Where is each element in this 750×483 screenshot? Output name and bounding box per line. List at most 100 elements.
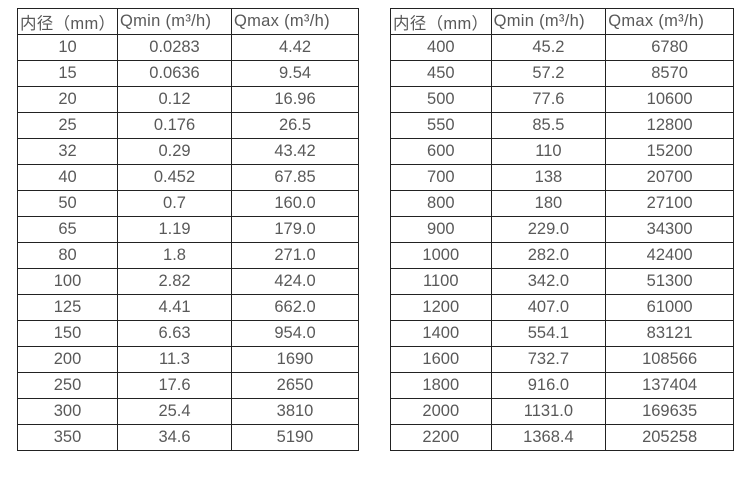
table-cell: 600 <box>390 138 492 165</box>
table-cell: 108566 <box>605 346 734 373</box>
table-cell: 554.1 <box>490 320 607 347</box>
table-cell: 4.42 <box>231 34 359 61</box>
table-cell: 2650 <box>231 372 359 399</box>
table-cell: 138 <box>490 164 607 191</box>
table-cell: 25.4 <box>117 398 232 425</box>
table-cell: 1690 <box>231 346 359 373</box>
table-row: 1600 732.7 108566 <box>390 346 734 373</box>
table-cell: 1368.4 <box>490 424 607 451</box>
table-cell: 11.3 <box>117 346 232 373</box>
table-cell: 300 <box>17 398 118 425</box>
table-cell: 800 <box>390 190 492 217</box>
table-cell: 57.2 <box>490 60 607 87</box>
table-cell: 180 <box>490 190 607 217</box>
table-row: 900 229.0 34300 <box>390 216 734 243</box>
table-row: 40 0.452 67.85 <box>17 164 359 191</box>
table-cell: 250 <box>17 372 118 399</box>
header-row: 内径（mm） Qmin (m³/h) Qmax (m³/h) <box>390 8 734 35</box>
table-row: 400 45.2 6780 <box>390 34 734 61</box>
table-row: 1800 916.0 137404 <box>390 372 734 399</box>
table-row: 1200 407.0 61000 <box>390 294 734 321</box>
table-row: 32 0.29 43.42 <box>17 138 359 165</box>
table-cell: 25 <box>17 112 118 139</box>
table-header: 内径（mm） Qmin (m³/h) Qmax (m³/h) <box>390 8 734 35</box>
table-cell: 400 <box>390 34 492 61</box>
column-header: Qmax (m³/h) <box>605 8 734 35</box>
table-cell: 9.54 <box>231 60 359 87</box>
table-cell: 0.452 <box>117 164 232 191</box>
table-row: 1000 282.0 42400 <box>390 242 734 269</box>
table-cell: 4.41 <box>117 294 232 321</box>
column-header: 内径（mm） <box>390 8 492 35</box>
table-cell: 65 <box>17 216 118 243</box>
table-row: 350 34.6 5190 <box>17 424 359 451</box>
table-cell: 67.85 <box>231 164 359 191</box>
table-cell: 1.8 <box>117 242 232 269</box>
column-header: Qmin (m³/h) <box>117 8 232 35</box>
table-cell: 271.0 <box>231 242 359 269</box>
table-cell: 662.0 <box>231 294 359 321</box>
table-row: 2200 1368.4 205258 <box>390 424 734 451</box>
table-cell: 6780 <box>605 34 734 61</box>
table-cell: 282.0 <box>490 242 607 269</box>
table-cell: 6.63 <box>117 320 232 347</box>
table-row: 125 4.41 662.0 <box>17 294 359 321</box>
table-cell: 80 <box>17 242 118 269</box>
table-cell: 40 <box>17 164 118 191</box>
table-cell: 0.7 <box>117 190 232 217</box>
table-cell: 500 <box>390 86 492 113</box>
table-row: 15 0.0636 9.54 <box>17 60 359 87</box>
table-row: 80 1.8 271.0 <box>17 242 359 269</box>
table-cell: 42400 <box>605 242 734 269</box>
table-cell: 61000 <box>605 294 734 321</box>
table-row: 150 6.63 954.0 <box>17 320 359 347</box>
table-cell: 1600 <box>390 346 492 373</box>
table-cell: 342.0 <box>490 268 607 295</box>
table-header: 内径（mm） Qmin (m³/h) Qmax (m³/h) <box>17 8 359 35</box>
table-cell: 1800 <box>390 372 492 399</box>
table-cell: 45.2 <box>490 34 607 61</box>
table-cell: 0.0636 <box>117 60 232 87</box>
table-row: 10 0.0283 4.42 <box>17 34 359 61</box>
table-cell: 450 <box>390 60 492 87</box>
table-cell: 3810 <box>231 398 359 425</box>
table-cell: 12800 <box>605 112 734 139</box>
table-cell: 43.42 <box>231 138 359 165</box>
table-cell: 2000 <box>390 398 492 425</box>
table-cell: 27100 <box>605 190 734 217</box>
table-cell: 1.19 <box>117 216 232 243</box>
table-cell: 700 <box>390 164 492 191</box>
flow-spec-table-small-diameters: 内径（mm） Qmin (m³/h) Qmax (m³/h) 10 0.0283 4.4… <box>17 8 359 451</box>
table-cell: 77.6 <box>490 86 607 113</box>
table-cell: 17.6 <box>117 372 232 399</box>
table-cell: 1131.0 <box>490 398 607 425</box>
table-cell: 83121 <box>605 320 734 347</box>
table-cell: 916.0 <box>490 372 607 399</box>
table-cell: 179.0 <box>231 216 359 243</box>
table-cell: 0.0283 <box>117 34 232 61</box>
table-row: 300 25.4 3810 <box>17 398 359 425</box>
table-cell: 2200 <box>390 424 492 451</box>
table-row: 65 1.19 179.0 <box>17 216 359 243</box>
table-cell: 34300 <box>605 216 734 243</box>
table-cell: 16.96 <box>231 86 359 113</box>
table-cell: 10 <box>17 34 118 61</box>
table-row: 700 138 20700 <box>390 164 734 191</box>
table-cell: 732.7 <box>490 346 607 373</box>
table-row: 25 0.176 26.5 <box>17 112 359 139</box>
table-cell: 20 <box>17 86 118 113</box>
table-row: 1400 554.1 83121 <box>390 320 734 347</box>
table-cell: 0.176 <box>117 112 232 139</box>
table-cell: 100 <box>17 268 118 295</box>
table-cell: 1200 <box>390 294 492 321</box>
table-cell: 1400 <box>390 320 492 347</box>
table-cell: 0.12 <box>117 86 232 113</box>
table-row: 20 0.12 16.96 <box>17 86 359 113</box>
header-row: 内径（mm） Qmin (m³/h) Qmax (m³/h) <box>17 8 359 35</box>
table-row: 200 11.3 1690 <box>17 346 359 373</box>
table-row: 250 17.6 2650 <box>17 372 359 399</box>
table-cell: 229.0 <box>490 216 607 243</box>
table-cell: 110 <box>490 138 607 165</box>
table-cell: 137404 <box>605 372 734 399</box>
table-cell: 954.0 <box>231 320 359 347</box>
